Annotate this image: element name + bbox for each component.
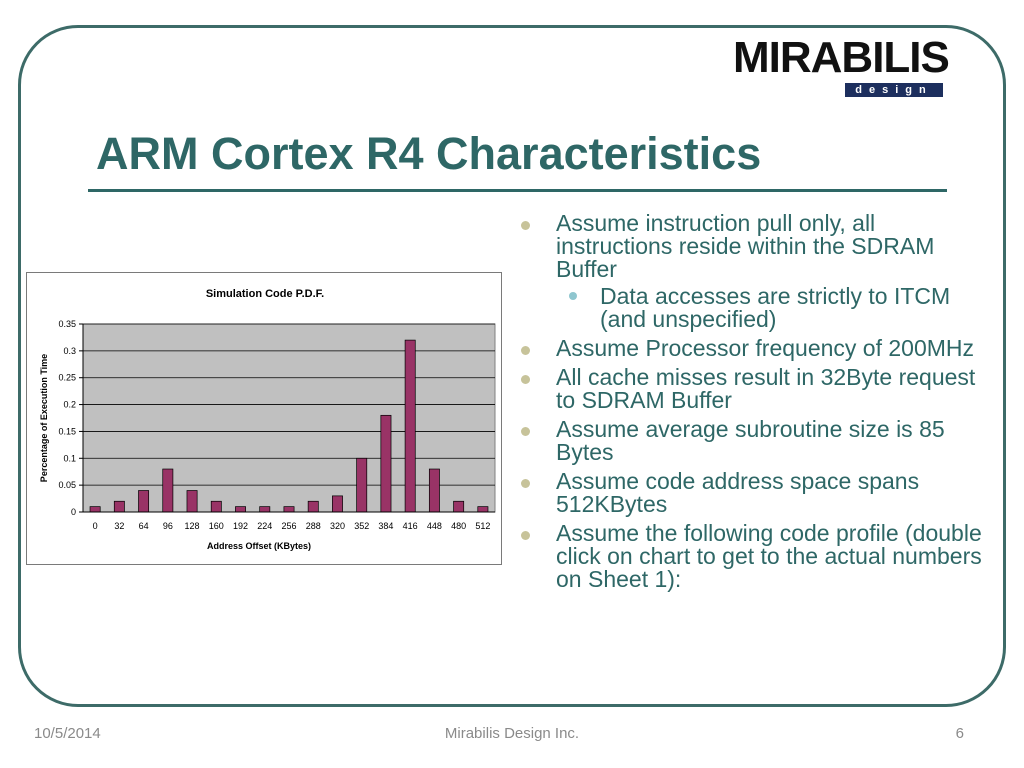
bullet-text: Assume Processor frequency of 200MHz (556, 335, 975, 361)
bullet-item: Assume the following code profile (doubl… (516, 522, 986, 591)
slide-frame (18, 25, 1006, 707)
x-tick-label: 384 (378, 521, 393, 531)
bullet-dot-icon (521, 375, 530, 384)
footer-page-number: 6 (955, 725, 964, 742)
bar (210, 500, 222, 513)
bar (162, 468, 174, 513)
x-tick-label: 128 (185, 521, 200, 531)
y-tick-label: 0.15 (58, 426, 76, 436)
bar (332, 495, 343, 513)
x-tick-label: 320 (330, 521, 345, 531)
x-tick-label: 448 (427, 521, 442, 531)
logo-subtext: design (855, 84, 933, 96)
x-tick-label: 256 (281, 521, 296, 531)
bar (477, 506, 489, 513)
y-tick-label: 0.3 (63, 346, 76, 356)
slide-title: ARM Cortex R4 Characteristics (96, 128, 762, 179)
bullet-dot-icon (521, 346, 530, 355)
x-tick-label: 224 (257, 521, 272, 531)
bullet-dot-icon (521, 427, 530, 436)
bullet-item: Assume average subroutine size is 85 Byt… (516, 418, 986, 464)
bullet-item: Assume instruction pull only, all instru… (516, 212, 986, 281)
x-tick-label: 416 (403, 521, 418, 531)
bar (283, 506, 295, 513)
bar (453, 500, 465, 513)
bar (307, 500, 319, 513)
bar (259, 506, 271, 513)
y-tick-label: 0.05 (58, 480, 76, 490)
bullet-dot-icon (521, 221, 530, 230)
mirabilis-logo: MIRABILIS design (733, 33, 950, 98)
x-tick-label: 160 (209, 521, 224, 531)
y-tick-label: 0.2 (63, 400, 76, 410)
bullet-item: Assume code address space spans 512KByte… (516, 470, 986, 516)
bar (356, 457, 368, 513)
bar (428, 468, 440, 513)
bullet-item: All cache misses result in 32Byte reques… (516, 366, 986, 412)
y-tick-label: 0 (71, 507, 76, 517)
x-tick-label: 288 (306, 521, 321, 531)
bar (380, 414, 392, 513)
bullet-dot-icon (521, 531, 530, 540)
x-tick-label: 512 (475, 521, 490, 531)
bar (113, 500, 125, 513)
bullet-text: Assume code address space spans 512KByte… (556, 468, 920, 517)
chart-container[interactable]: Simulation Code P.D.F. 0 0.05 0.1 0.15 0.2 0.2… (26, 272, 502, 565)
x-tick-label: 0 (93, 521, 98, 531)
bar-chart[interactable]: Simulation Code P.D.F. 0 0.05 0.1 0.15 0.2 0.2… (27, 273, 503, 566)
bullet-text: Assume the following code profile (doubl… (556, 520, 982, 592)
x-tick-label: 480 (451, 521, 466, 531)
bar (138, 490, 150, 513)
y-tick-label: 0.35 (58, 319, 76, 329)
bullet-text: Data accesses are strictly to ITCM (and … (600, 283, 951, 332)
bar (404, 339, 416, 513)
plot-area (82, 323, 496, 513)
title-divider (88, 189, 947, 192)
y-tick-label: 0.25 (58, 373, 76, 383)
sub-bullet-item: Data accesses are strictly to ITCM (and … (516, 285, 986, 331)
x-axis-label: Address Offset (KBytes) (207, 541, 311, 551)
x-tick-label: 96 (163, 521, 173, 531)
bullet-text: All cache misses result in 32Byte reques… (556, 364, 976, 413)
x-tick-label: 352 (354, 521, 369, 531)
footer-company: Mirabilis Design Inc. (444, 725, 580, 742)
bar (89, 506, 101, 513)
footer-date: 10/5/2014 (34, 725, 101, 742)
bullet-list: Assume instruction pull only, all instru… (516, 212, 986, 597)
x-tick-label: 192 (233, 521, 248, 531)
bullet-item: Assume Processor frequency of 200MHz (516, 337, 986, 360)
x-tick-label: 32 (114, 521, 124, 531)
chart-title: Simulation Code P.D.F. (206, 288, 324, 300)
logo-wordmark: MIRABILIS (733, 33, 950, 82)
logo-strip (845, 83, 943, 97)
bar (186, 490, 198, 513)
bullet-dot-icon (521, 479, 530, 488)
bullet-text: Assume average subroutine size is 85 Byt… (556, 416, 945, 465)
x-tick-label: 64 (139, 521, 149, 531)
bullet-dot-icon (569, 292, 577, 300)
y-axis-label: Percentage of Execution Time (39, 354, 49, 482)
y-tick-label: 0.1 (63, 453, 76, 463)
bar (235, 506, 246, 513)
bullet-text: Assume instruction pull only, all instru… (556, 210, 935, 282)
